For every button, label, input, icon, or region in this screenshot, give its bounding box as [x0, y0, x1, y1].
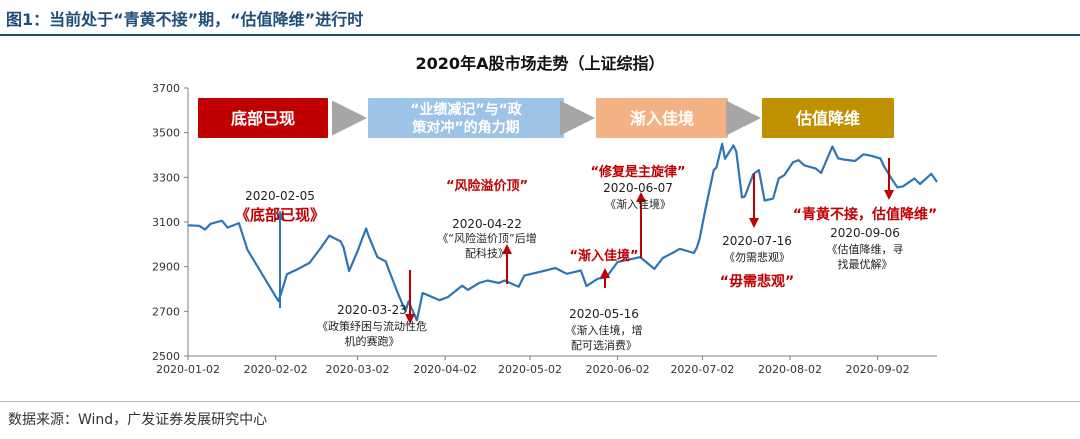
annotation-headline: “修复是主旋律”	[590, 164, 685, 180]
x-tick-label: 2020-08-02	[758, 363, 822, 376]
annotation-note: 《“风险溢价顶”后增	[437, 231, 536, 245]
annotation-headline: “渐入佳境”	[569, 248, 638, 264]
y-tick-label: 3500	[152, 127, 180, 140]
annotation-note: 《估值降维，寻	[827, 242, 904, 256]
stage-box-2	[368, 98, 564, 138]
x-tick-label: 2020-09-02	[846, 363, 910, 376]
stage-label-1: 底部已现	[231, 109, 295, 128]
annotation-headline: “毋需悲观”	[720, 273, 794, 290]
x-tick-label: 2020-01-02	[156, 363, 220, 376]
x-tick-label: 2020-06-02	[586, 363, 650, 376]
sse-index-line	[187, 142, 938, 322]
annotation-note: 《政策纾困与流动性危	[317, 319, 427, 333]
annotation-date: 2020-07-16	[722, 234, 792, 248]
y-tick-label: 3300	[152, 171, 180, 184]
y-tick-label: 2900	[152, 261, 180, 274]
footer-divider	[0, 401, 1080, 402]
annotation-note: 《渐入佳境》	[605, 197, 671, 211]
annotation-date: 2020-06-07	[603, 181, 673, 195]
y-tick-label: 3700	[152, 82, 180, 95]
chart-title: 2020年A股市场走势（上证综指）	[416, 54, 665, 73]
stage-label-4: 估值降维	[795, 109, 860, 128]
annotation-date: 2020-09-06	[830, 226, 900, 240]
sse-composite-line-chart: 2020年A股市场走势（上证综指） 2500 2700 2900 3100 3300 350…	[152, 54, 938, 376]
stage-box-1	[198, 98, 328, 138]
annotation-headline: “青黄不接，估值降维”	[793, 206, 937, 223]
y-tick-label: 2500	[152, 350, 180, 363]
annotation-date: 2020-05-16	[569, 307, 639, 321]
x-tick-label: 2020-03-02	[326, 363, 390, 376]
annotation-note: 配可选消费》	[571, 338, 637, 352]
stage-label-2: “业绩减记”与“政	[410, 101, 523, 118]
figure-title: 图1：当前处于“青黄不接”期，“估值降维”进行时	[6, 10, 364, 29]
y-tick-label: 3100	[152, 216, 180, 229]
annotation-note: 《渐入佳境，增	[566, 323, 643, 337]
x-tick-label: 2020-07-02	[670, 363, 734, 376]
annotation-note: 配科技》	[465, 246, 509, 260]
annotation-note: 《勿需悲观》	[724, 250, 790, 264]
annotation-note: 机的赛跑》	[345, 334, 400, 348]
stage-label-3: 渐入佳境	[630, 109, 694, 128]
y-tick-label: 2700	[152, 305, 180, 318]
stage-box-3	[596, 98, 728, 138]
x-tick-label: 2020-05-02	[498, 363, 562, 376]
figure-header: 图1：当前处于“青黄不接”期，“估值降维”进行时	[0, 0, 1080, 36]
annotation-date: 2020-03-23	[337, 303, 407, 317]
annotation-date: 2020-02-05	[245, 189, 315, 203]
stage-label-2: 策对冲”的角力期	[411, 119, 519, 136]
x-tick-label: 2020-04-02	[413, 363, 477, 376]
annotation-headline: 《底部已现》	[235, 206, 325, 224]
figure-source: 数据来源：Wind，广发证券发展研究中心	[8, 412, 268, 428]
stage-box-4	[762, 98, 894, 138]
annotation-note: 找最优解》	[838, 257, 893, 271]
x-tick-label: 2020-02-02	[244, 363, 308, 376]
annotation-date: 2020-04-22	[452, 217, 522, 231]
annotation-headline: “风险溢价顶”	[446, 178, 528, 194]
